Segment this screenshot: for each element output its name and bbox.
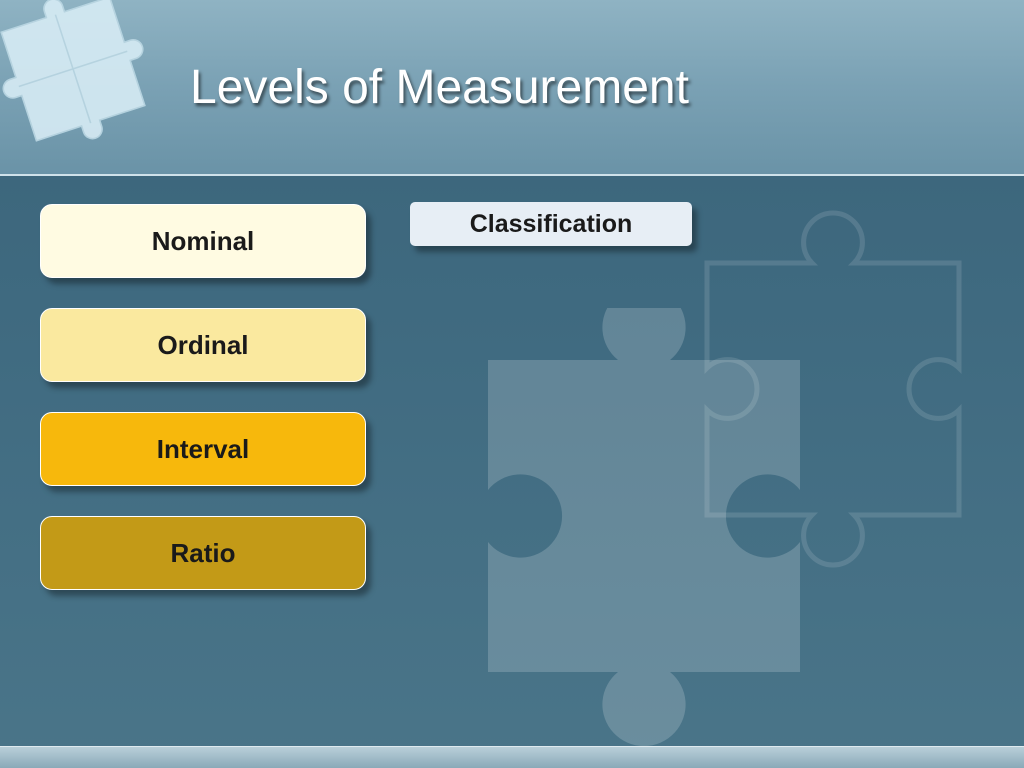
slide: Levels of Measurement Nominal Ordinal In… (0, 0, 1024, 768)
footer-bar (0, 746, 1024, 768)
classification-box: Classification (410, 202, 692, 246)
body: Nominal Ordinal Interval Ratio Classific… (0, 176, 1024, 746)
level-label: Nominal (152, 226, 255, 257)
page-title: Levels of Measurement (190, 60, 689, 115)
level-ordinal: Ordinal (40, 308, 366, 382)
level-nominal: Nominal (40, 204, 366, 278)
header-puzzle-icon (0, 0, 180, 170)
level-ratio: Ratio (40, 516, 366, 590)
level-label: Ratio (171, 538, 236, 569)
header: Levels of Measurement (0, 0, 1024, 176)
level-label: Interval (157, 434, 250, 465)
level-interval: Interval (40, 412, 366, 486)
classification-label: Classification (470, 210, 633, 239)
level-label: Ordinal (157, 330, 248, 361)
levels-column: Nominal Ordinal Interval Ratio (40, 204, 984, 590)
